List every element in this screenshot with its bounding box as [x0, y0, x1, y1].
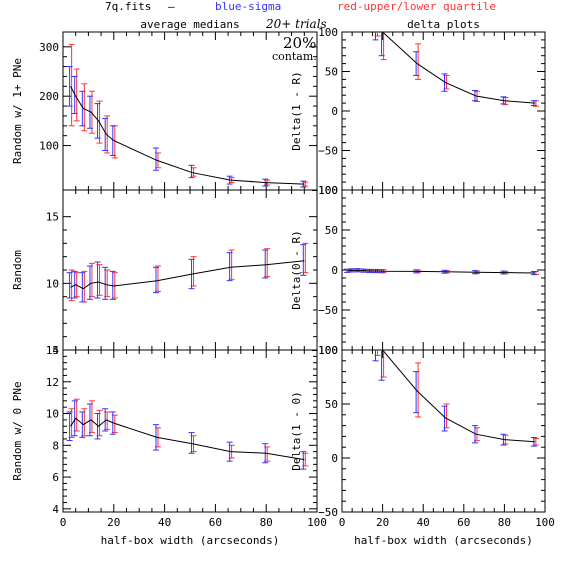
x-tick-label: 80 — [498, 516, 511, 529]
panel-data — [372, 350, 539, 447]
x-tick-label: 100 — [535, 516, 555, 529]
y-tick-label: 8 — [52, 439, 59, 452]
header-contam-pct: 20% — [283, 34, 316, 52]
x-tick-label: 0 — [339, 516, 346, 529]
y-tick-label: −100 — [312, 184, 339, 197]
median-line — [348, 269, 535, 274]
x-tick-label: 20 — [376, 516, 389, 529]
y-tick-label: 0 — [331, 264, 338, 277]
panel-data — [66, 398, 309, 470]
x-tick-label: 40 — [417, 516, 430, 529]
y-tick-label: 5 — [52, 344, 59, 357]
y-tick-label: 4 — [52, 503, 59, 516]
panel-title: delta plots — [407, 18, 480, 31]
median-line — [70, 260, 305, 290]
panel-p3: 5 10 15 Random — [11, 189, 318, 357]
y-axis-label: Delta(1 - R) — [290, 71, 303, 150]
x-tick-label: 40 — [158, 516, 171, 529]
header-blue-label: blue-sigma — [215, 0, 281, 13]
panel-data — [372, 32, 539, 107]
y-tick-label: 200 — [39, 90, 59, 103]
x-tick-label: 0 — [60, 516, 67, 529]
panel-data — [344, 268, 539, 276]
y-tick-label: −50 — [318, 304, 338, 317]
y-axis-label: Random w/ 1+ PNe — [11, 58, 24, 164]
panel-p1: 100 200 300 average medians Random w/ 1+ PNe — [11, 18, 318, 191]
panel-frame — [62, 189, 318, 351]
y-tick-label: 100 — [318, 184, 338, 197]
y-tick-label: −100 — [312, 344, 339, 357]
x-tick-label: 80 — [260, 516, 273, 529]
x-axis-label: half-box width (arcseconds) — [354, 534, 533, 547]
y-tick-label: 100 — [39, 140, 59, 153]
y-tick-label: −50 — [318, 506, 338, 519]
y-tick-label: 0 — [331, 105, 338, 118]
y-tick-label: 14 — [46, 344, 60, 357]
x-tick-label: 60 — [209, 516, 222, 529]
y-tick-label: 10 — [46, 408, 59, 421]
y-tick-label: 15 — [46, 211, 59, 224]
y-tick-label: 100 — [318, 344, 338, 357]
y-axis-label: Random w/ 0 PNe — [11, 381, 24, 480]
panel-frame — [62, 349, 318, 513]
y-tick-label: 100 — [318, 26, 338, 39]
y-tick-label: 50 — [325, 224, 338, 237]
y-tick-label: 300 — [39, 41, 59, 54]
header-file: 7q.fits — [105, 0, 151, 13]
header: 7q.fits — blue-sigma red-upper/lower qua… — [105, 0, 496, 63]
median-line — [70, 417, 305, 461]
y-tick-label: 12 — [46, 376, 59, 389]
x-tick-label: 20 — [107, 516, 120, 529]
y-tick-label: −50 — [318, 145, 338, 158]
y-axis-label: Delta(1 - 0) — [290, 391, 303, 470]
y-tick-label: 6 — [52, 471, 59, 484]
x-tick-label: 100 — [307, 516, 327, 529]
panel-p5: 0 20 40 60 80 100 4 6 8 10 12 14 Random w/ 0 PNe half… — [11, 344, 327, 547]
median-line — [382, 350, 535, 443]
panel-p2: −100 −50 0 50 100 delta plots Delta(1 - R) — [290, 18, 546, 197]
panel-frame — [341, 31, 546, 191]
median-line — [381, 32, 535, 104]
y-tick-label: 0 — [331, 452, 338, 465]
header-red-label: red-upper/lower quartile — [337, 0, 496, 13]
y-tick-label: 50 — [325, 66, 338, 79]
y-tick-label: 50 — [325, 398, 338, 411]
x-axis-label: half-box width (arcseconds) — [101, 534, 280, 547]
header-contam-word: contam. — [272, 50, 317, 63]
median-line — [70, 86, 305, 185]
y-axis-label: Delta(0 - R) — [290, 230, 303, 309]
y-axis-label: Random — [11, 250, 24, 290]
header-trials: 20+ trials — [265, 17, 327, 31]
panel-title: average medians — [140, 18, 239, 31]
x-tick-label: 60 — [457, 516, 470, 529]
panel-data — [66, 242, 309, 303]
panel-data — [66, 43, 309, 188]
y-tick-label: 10 — [46, 277, 59, 290]
header-dash: — — [168, 0, 175, 13]
panel-p4: −100 −50 0 50 100 Delta(0 - R) — [290, 184, 546, 357]
